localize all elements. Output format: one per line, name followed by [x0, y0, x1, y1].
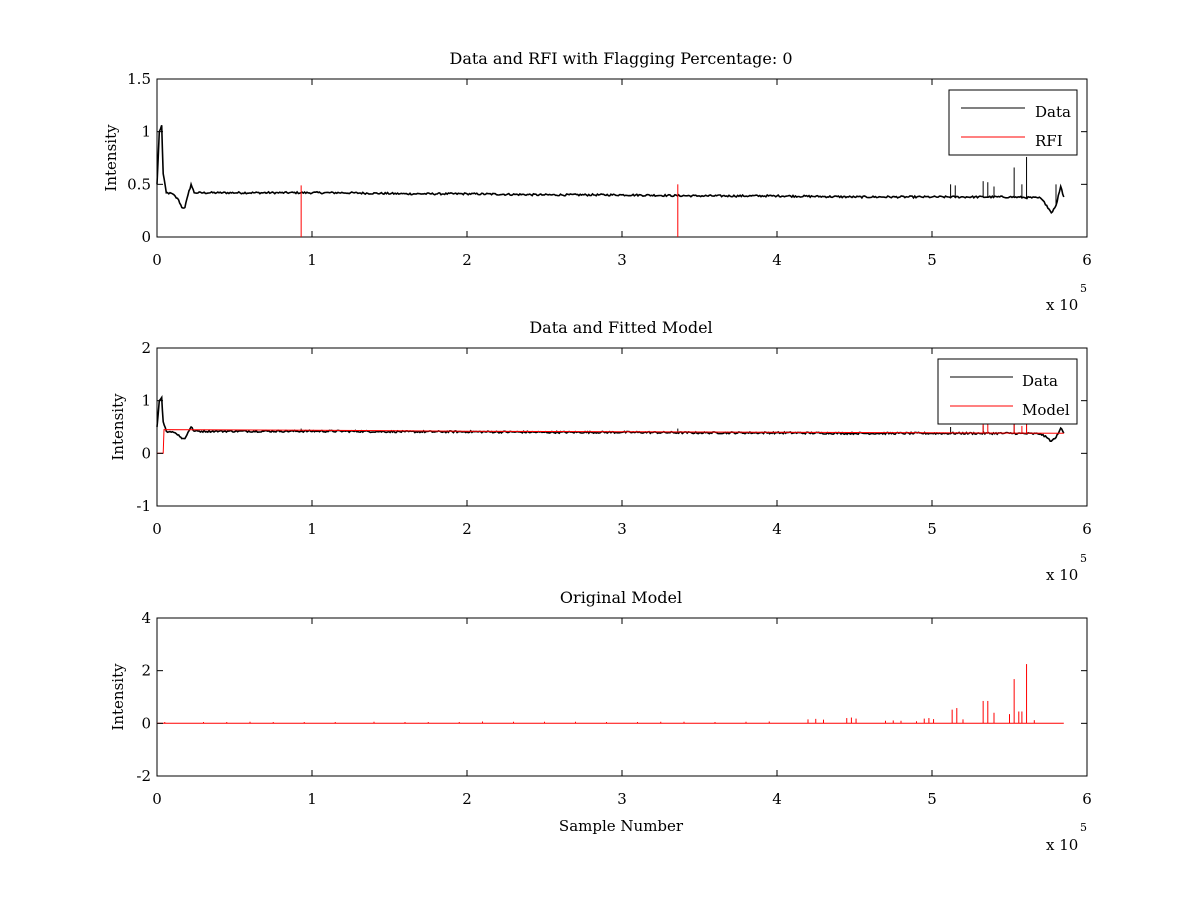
x-exponent: x 10 5 — [1046, 552, 1087, 584]
legend: Data RFI — [948, 89, 1078, 156]
x-tick-label: 6 — [1082, 790, 1092, 808]
plot-area — [156, 78, 1088, 238]
x-tick-label: 3 — [617, 520, 627, 538]
x-axis-label: Sample Number — [559, 817, 684, 835]
series-rfi — [300, 184, 679, 237]
series-line — [156, 125, 1065, 215]
x-tick-label: 0 — [152, 520, 162, 538]
y-axis-label: Intensity — [109, 393, 127, 461]
legend-box — [937, 358, 1078, 425]
y-tick-labels: 0 0.5 1 1.5 — [127, 70, 151, 246]
legend-box — [948, 89, 1078, 156]
y-tick-label: -1 — [136, 497, 151, 515]
x-tick-labels: 0 1 2 3 4 5 6 — [152, 790, 1092, 808]
tick-marks — [156, 78, 1088, 238]
x-exponent-base: x 10 — [1046, 296, 1078, 314]
series-model — [157, 420, 1064, 454]
y-tick-label: 2 — [141, 339, 151, 357]
series-model-trace — [157, 664, 1064, 724]
series-line — [157, 429, 1064, 454]
tick-marks — [156, 617, 1088, 777]
y-tick-labels: -2 0 2 4 — [136, 609, 151, 785]
x-tick-label: 2 — [462, 251, 472, 269]
x-tick-label: 1 — [307, 790, 317, 808]
legend-label-data: Data — [1022, 372, 1058, 390]
x-tick-label: 3 — [617, 251, 627, 269]
x-tick-label: 1 — [307, 251, 317, 269]
x-exponent-power: 5 — [1080, 552, 1087, 565]
x-tick-label: 0 — [152, 251, 162, 269]
panel-original-model: Original Model 0 1 2 3 4 5 6 -2 0 2 4 In… — [109, 588, 1092, 854]
y-tick-label: 1 — [141, 392, 151, 410]
y-tick-label: 0 — [141, 228, 151, 246]
y-tick-label: 0 — [141, 714, 151, 732]
y-tick-labels: -1 0 1 2 — [136, 339, 151, 515]
x-exponent-base: x 10 — [1046, 566, 1078, 584]
x-tick-label: 6 — [1082, 520, 1092, 538]
x-tick-label: 5 — [927, 251, 937, 269]
y-tick-label: 2 — [141, 662, 151, 680]
x-tick-labels: 0 1 2 3 4 5 6 — [152, 520, 1092, 538]
series-data — [156, 125, 1065, 215]
x-tick-label: 2 — [462, 790, 472, 808]
x-exponent-power: 5 — [1080, 821, 1087, 834]
x-tick-label: 6 — [1082, 251, 1092, 269]
x-tick-label: 1 — [307, 520, 317, 538]
chart-title: Original Model — [560, 588, 682, 607]
y-axis-label: Intensity — [102, 124, 120, 192]
plot-area — [156, 617, 1088, 777]
x-exponent: x 10 5 — [1046, 282, 1087, 314]
series-group — [157, 664, 1064, 724]
x-tick-label: 3 — [617, 790, 627, 808]
legend-label-data: Data — [1035, 103, 1071, 121]
y-tick-label: -2 — [136, 767, 151, 785]
x-exponent-power: 5 — [1080, 282, 1087, 295]
x-tick-label: 2 — [462, 520, 472, 538]
panel-data-and-rfi: Data and RFI with Flagging Percentage: 0… — [102, 49, 1092, 314]
panel-data-and-fitted-model: Data and Fitted Model 0 1 2 3 4 5 6 -1 0… — [109, 318, 1092, 584]
x-exponent: x 10 5 — [1046, 821, 1087, 854]
tick-marks — [156, 347, 1088, 507]
plot-area — [156, 347, 1088, 507]
x-tick-label: 4 — [772, 251, 782, 269]
chart-title: Data and Fitted Model — [529, 318, 712, 337]
legend-label-model: Model — [1022, 401, 1070, 419]
legend-label-rfi: RFI — [1035, 132, 1063, 150]
x-tick-label: 4 — [772, 790, 782, 808]
y-axis-label: Intensity — [109, 663, 127, 731]
chart-title: Data and RFI with Flagging Percentage: 0 — [449, 49, 792, 68]
x-tick-label: 5 — [927, 520, 937, 538]
x-exponent-base: x 10 — [1046, 836, 1078, 854]
x-tick-labels: 0 1 2 3 4 5 6 — [152, 251, 1092, 269]
x-tick-label: 0 — [152, 790, 162, 808]
y-tick-label: 4 — [141, 609, 151, 627]
y-tick-label: 1.5 — [127, 70, 151, 88]
y-tick-label: 1 — [141, 123, 151, 141]
legend: Data Model — [937, 358, 1078, 425]
x-tick-label: 5 — [927, 790, 937, 808]
y-tick-label: 0.5 — [127, 175, 151, 193]
series-group — [156, 125, 1065, 237]
x-tick-label: 4 — [772, 520, 782, 538]
y-tick-label: 0 — [141, 444, 151, 462]
